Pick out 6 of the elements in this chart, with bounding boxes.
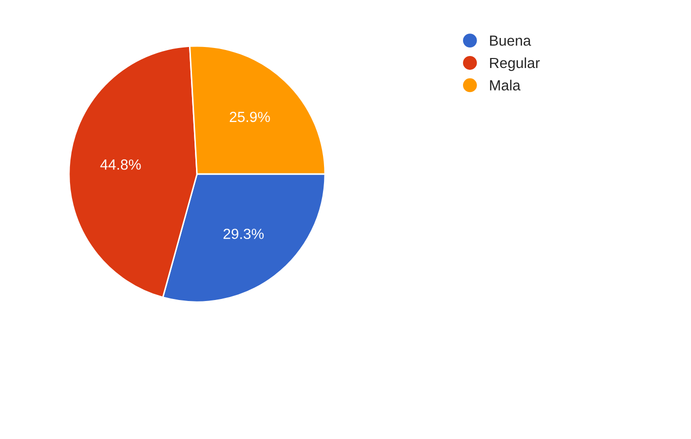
data-label: 29.3%: [224, 228, 264, 240]
data-label: 25.9%: [230, 112, 270, 122]
legend-label: Regular: [490, 57, 540, 72]
data-label: 44.8%: [100, 159, 141, 170]
legend-label: Mala: [490, 80, 521, 90]
legend-label: Buena: [490, 36, 532, 46]
